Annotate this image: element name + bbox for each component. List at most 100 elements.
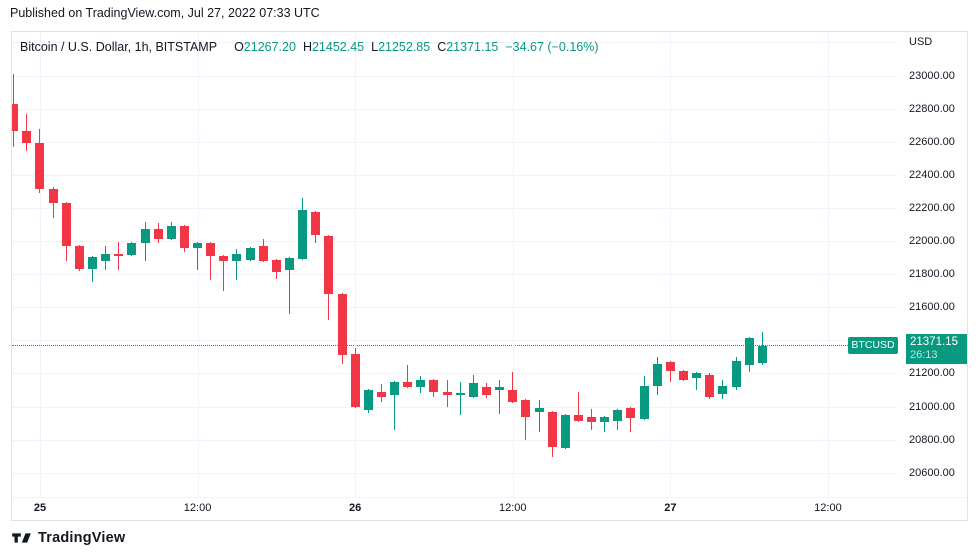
time-axis-label: 12:00: [498, 502, 527, 514]
symbol-legend: Bitcoin / U.S. Dollar, 1h, BITSTAMP O2126…: [20, 40, 599, 54]
candle-down: [114, 253, 124, 256]
candle-down: [587, 417, 597, 423]
candle-down: [626, 407, 636, 419]
candle-up: [245, 248, 255, 260]
candle-up: [613, 409, 623, 422]
candle-up: [744, 337, 754, 365]
time-axis-label: 25: [33, 502, 47, 514]
h-gridline: [12, 373, 898, 375]
h-gridline: [12, 141, 898, 143]
price-axis-label: 23000.00: [909, 69, 955, 82]
candle-down: [481, 386, 491, 395]
candle-down: [153, 229, 163, 239]
candle-up: [166, 226, 176, 239]
candle-down: [219, 255, 229, 261]
candle-up: [127, 243, 137, 256]
time-axis-label: 26: [349, 502, 362, 514]
h-gridline: [12, 472, 898, 474]
candle-down: [429, 379, 439, 392]
candle-up: [718, 385, 728, 394]
candle-wick: [512, 371, 514, 404]
candle-down: [705, 374, 715, 397]
candle-wick: [210, 242, 212, 280]
tradingview-logo-icon: [12, 533, 31, 543]
candle-up: [298, 210, 308, 259]
high-label: H: [302, 40, 312, 54]
price-axis-label: 21800.00: [909, 268, 955, 281]
high-value: 21452.45: [311, 40, 365, 54]
v-gridline: [40, 32, 41, 497]
footer-brand-link[interactable]: TradingView: [11, 530, 125, 546]
candle-up: [652, 363, 662, 386]
price-axis-label: 21600.00: [909, 301, 955, 314]
candle-wick: [630, 407, 632, 433]
candle-down: [521, 400, 531, 418]
candle-up: [416, 379, 426, 387]
candle-up: [468, 382, 478, 397]
h-gridline: [12, 75, 898, 77]
candle-down: [61, 203, 71, 247]
h-gridline: [12, 108, 898, 110]
candle-wick: [288, 256, 290, 314]
time-axis[interactable]: 25 12:00 26 12:00 27 12:00: [12, 497, 967, 520]
candle-down: [678, 370, 688, 380]
candle-up: [692, 372, 702, 378]
open-label: O: [234, 40, 244, 54]
price-axis-label: 22800.00: [909, 102, 955, 115]
candle-up: [140, 229, 150, 244]
candle-down: [206, 243, 216, 256]
change-value: −34.67 (−0.16%): [505, 40, 599, 54]
h-gridline: [12, 406, 898, 408]
h-gridline: [12, 439, 898, 441]
symbol-price-chip: BTCUSD: [848, 337, 898, 355]
h-gridline: [12, 340, 898, 342]
candle-up: [390, 381, 400, 395]
open-value: 21267.20: [243, 40, 296, 54]
candle-wick: [577, 391, 579, 423]
candle-down: [547, 411, 557, 448]
v-gridline: [513, 32, 514, 497]
candle-down: [258, 246, 268, 261]
candle-up: [534, 407, 544, 412]
current-price-line: [12, 345, 848, 347]
candle-down: [442, 391, 452, 395]
candle-wick: [197, 242, 199, 270]
footer-brand-text: TradingView: [38, 530, 126, 546]
h-gridline: [12, 241, 898, 242]
candle-up: [455, 392, 465, 395]
candle-wick: [538, 400, 540, 433]
v-gridline: [355, 32, 356, 497]
candle-wick: [604, 416, 606, 433]
time-axis-label: 12:00: [814, 502, 842, 514]
candle-down: [22, 131, 32, 144]
price-axis-label: 21200.00: [909, 367, 955, 380]
candle-down: [508, 389, 518, 403]
v-gridline: [828, 32, 829, 497]
candle-wick: [459, 381, 461, 415]
candle-down: [12, 104, 19, 132]
candle-down: [573, 414, 583, 422]
candle-down: [48, 189, 58, 204]
h-gridline: [12, 42, 898, 44]
bar-countdown: 26:13: [910, 349, 938, 362]
candle-down: [324, 235, 334, 294]
price-axis-label: 22600.00: [909, 135, 955, 148]
candle-wick: [394, 380, 396, 430]
price-axis-label: 20800.00: [909, 433, 955, 446]
candle-wick: [499, 379, 501, 414]
candle-down: [350, 353, 360, 407]
v-gridline: [670, 32, 671, 497]
candle-up: [495, 386, 505, 390]
candle-up: [193, 243, 203, 249]
candle-up: [600, 417, 610, 423]
currency-label: USD: [909, 36, 933, 48]
candle-down: [311, 212, 321, 235]
candle-down: [337, 293, 347, 355]
h-gridline: [12, 207, 898, 209]
chart-pane[interactable]: [12, 32, 898, 497]
price-axis[interactable]: USD 23000.00 22800.00 22600.00 22400.00 2220…: [898, 32, 967, 497]
candle-down: [665, 361, 675, 371]
candle-down: [376, 391, 386, 397]
candle-wick: [525, 399, 527, 441]
low-label: L: [371, 40, 379, 54]
